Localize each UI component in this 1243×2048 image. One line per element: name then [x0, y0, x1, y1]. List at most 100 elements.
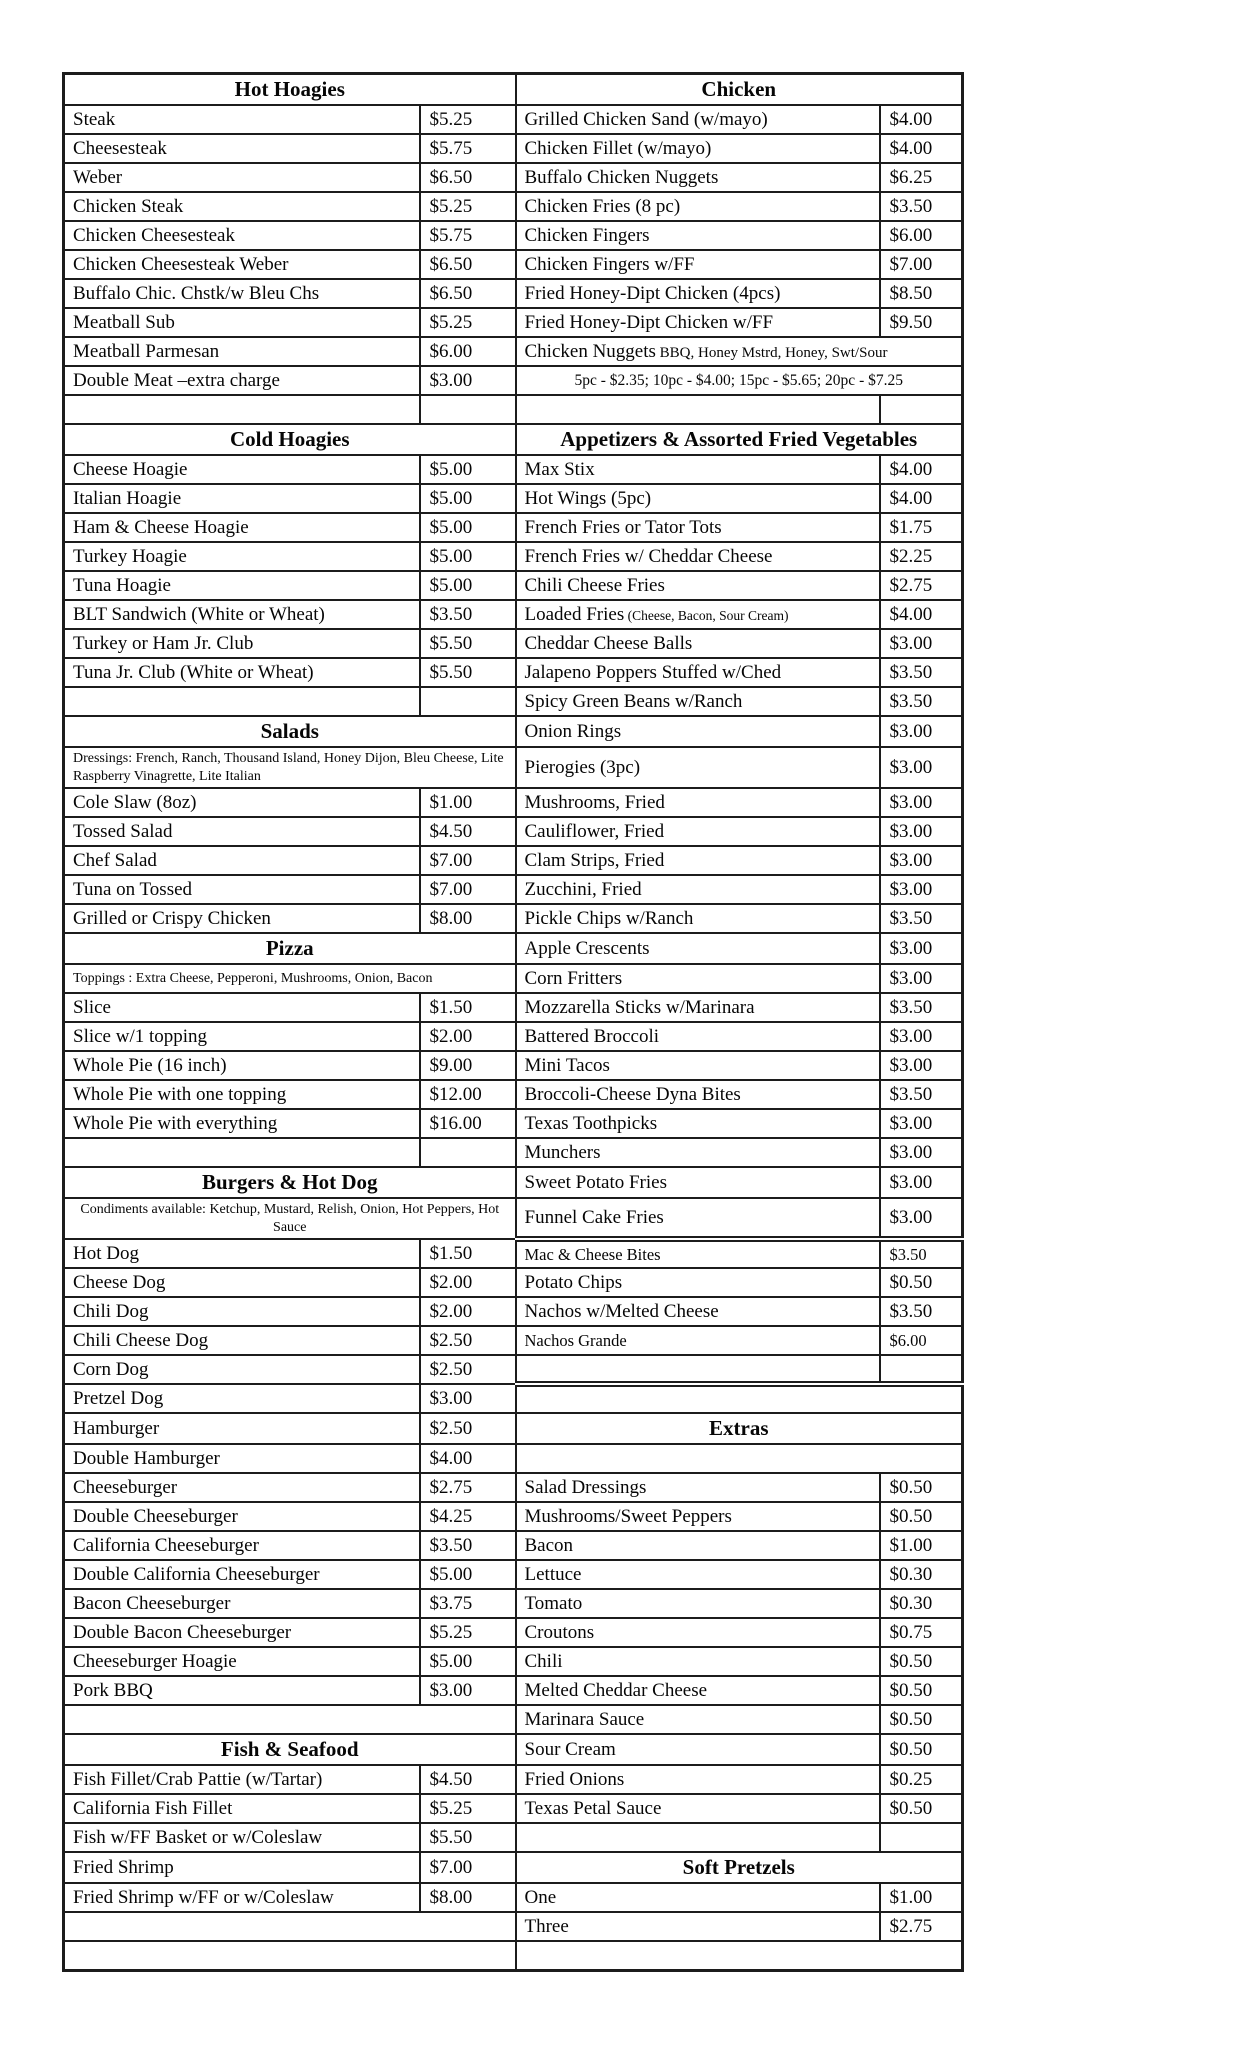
menu-item-price: $2.50 [418, 1354, 517, 1385]
menu-item-price: $3.00 [878, 1050, 964, 1081]
menu-row: Fish w/FF Basket or w/Coleslaw $5.50 [62, 1822, 964, 1853]
menu-item-name: Pierogies (3pc) [514, 746, 881, 789]
menu-item-price: $2.50 [418, 1412, 517, 1445]
blank-cell [514, 1822, 881, 1853]
blank-cell [878, 394, 964, 425]
menu-item-price: $2.00 [418, 1267, 517, 1298]
menu-item-name: Chicken Cheesesteak [62, 220, 421, 251]
menu-item-name: Chicken Nuggets [524, 340, 656, 362]
menu-item-name: One [514, 1882, 881, 1913]
menu-item-price: $1.50 [418, 992, 517, 1023]
menu-item-name: Tomato [514, 1588, 881, 1619]
menu-item-name: Sweet Potato Fries [514, 1166, 881, 1199]
menu-item-price: $3.00 [878, 816, 964, 847]
menu-row [62, 1940, 964, 1971]
menu-item-name: Grilled Chicken Sand (w/mayo) [514, 104, 881, 135]
menu-row: Fish Fillet/Crab Pattie (w/Tartar) $4.50 F… [62, 1764, 964, 1795]
menu-item-price: $4.25 [418, 1501, 517, 1532]
menu-item-name: Fish Fillet/Crab Pattie (w/Tartar) [62, 1764, 421, 1795]
menu-item-name: Chicken Fries (8 pc) [514, 191, 881, 222]
menu-row: Turkey or Ham Jr. Club $5.50 Cheddar Chees… [62, 628, 964, 659]
menu-item-price: $6.50 [418, 278, 517, 309]
menu-item-name: Croutons [514, 1617, 881, 1648]
menu-row: Toppings : Extra Cheese, Pepperoni, Mush… [62, 963, 964, 994]
menu-item-price: $3.00 [878, 1197, 964, 1240]
menu-row: Three $2.75 [62, 1911, 964, 1942]
menu-item-name: Cheese Dog [62, 1267, 421, 1298]
menu-row: Chef Salad $7.00 Clam Strips, Fried $3.00 [62, 845, 964, 876]
menu-row: Burgers & Hot Dog Sweet Potato Fries $3.00 [62, 1166, 964, 1199]
menu-item-price: $0.30 [878, 1588, 964, 1619]
menu-item-price: $3.00 [878, 1108, 964, 1139]
menu-item-price: $2.00 [418, 1296, 517, 1327]
menu-item-name: Ham & Cheese Hoagie [62, 512, 421, 543]
menu-item-price: $5.00 [418, 483, 517, 514]
blank-cell [514, 1354, 881, 1385]
menu-item-name: Chicken Cheesesteak Weber [62, 249, 421, 280]
menu-item-name: Cheese Hoagie [62, 454, 421, 485]
menu-item-name: French Fries w/ Cheddar Cheese [514, 541, 881, 572]
menu-item-price: $1.00 [878, 1530, 964, 1561]
menu-item-price: $2.25 [878, 541, 964, 572]
menu-row: Marinara Sauce $0.50 [62, 1704, 964, 1735]
menu-item-price: $3.00 [878, 932, 964, 965]
menu-item-name: Chili Cheese Dog [62, 1325, 421, 1356]
menu-item-name: Texas Petal Sauce [514, 1793, 881, 1824]
menu-item-name: Three [514, 1911, 881, 1942]
menu-item-span: Chicken Nuggets BBQ, Honey Mstrd, Honey,… [514, 336, 964, 367]
blank-cell [514, 1443, 964, 1474]
menu-item-name: Tuna Jr. Club (White or Wheat) [62, 657, 421, 688]
menu-item-name: Steak [62, 104, 421, 135]
menu-item-name: Fish w/FF Basket or w/Coleslaw [62, 1822, 421, 1853]
menu-item-price: $6.50 [418, 249, 517, 280]
menu-item-name: Italian Hoagie [62, 483, 421, 514]
menu-item-name: Chili Dog [62, 1296, 421, 1327]
menu-item-name: Battered Broccoli [514, 1021, 881, 1052]
menu-item-name: Corn Fritters [514, 963, 881, 994]
menu-item-price: $1.50 [418, 1238, 517, 1269]
menu-row: Ham & Cheese Hoagie $5.00 French Fries or … [62, 512, 964, 543]
menu-item-price: $6.00 [878, 220, 964, 251]
menu-item-name: Loaded Fries (Cheese, Bacon, Sour Cream) [514, 599, 881, 630]
menu-item-name: Buffalo Chic. Chstk/w Bleu Chs [62, 278, 421, 309]
menu-row: Tuna Jr. Club (White or Wheat) $5.50 Jalap… [62, 657, 964, 688]
menu-item-price: $5.25 [418, 191, 517, 222]
menu-item-price: $4.00 [878, 483, 964, 514]
menu-row: Italian Hoagie $5.00 Hot Wings (5pc) $4.00 [62, 483, 964, 514]
menu-row: Tuna Hoagie $5.00 Chili Cheese Fries $2.75 [62, 570, 964, 601]
menu-item-name: Double Hamburger [62, 1443, 421, 1474]
menu-item-price: $3.00 [878, 787, 964, 818]
menu-item-name: Bacon [514, 1530, 881, 1561]
menu-item-price: $4.00 [878, 599, 964, 630]
section-header: Soft Pretzels [514, 1851, 964, 1884]
menu-item-price: $4.00 [418, 1443, 517, 1474]
menu-row: Dressings: French, Ranch, Thousand Islan… [62, 746, 964, 789]
menu-item-price: $2.75 [878, 1911, 964, 1942]
blank-cell [514, 1381, 964, 1414]
menu-item-name: Fried Honey-Dipt Chicken w/FF [514, 307, 881, 338]
menu-item-price: $0.50 [878, 1793, 964, 1824]
menu-item-price: $0.75 [878, 1617, 964, 1648]
blank-cell [418, 394, 517, 425]
menu-item-name: Whole Pie with one topping [62, 1079, 421, 1110]
menu-item-price: $3.00 [878, 746, 964, 789]
blank-cell [62, 686, 421, 717]
blank-cell [514, 394, 881, 425]
menu-item-name: Fried Honey-Dipt Chicken (4pcs) [514, 278, 881, 309]
menu-item-price: $3.50 [878, 657, 964, 688]
menu-item-name: Fried Shrimp [62, 1851, 421, 1884]
menu-item-name: Jalapeno Poppers Stuffed w/Ched [514, 657, 881, 688]
menu-row: Whole Pie with one topping $12.00 Broccoli… [62, 1079, 964, 1110]
menu-item-price: $4.00 [878, 133, 964, 164]
menu-item-name: Whole Pie with everything [62, 1108, 421, 1139]
menu-item-name: Munchers [514, 1137, 881, 1168]
menu-item-price: $4.50 [418, 816, 517, 847]
menu-item-price: $5.00 [418, 541, 517, 572]
menu-item-name: Meatball Parmesan [62, 336, 421, 367]
menu-row: Hot Hoagies Chicken [62, 72, 964, 106]
menu-item-price: $3.00 [418, 1383, 517, 1414]
menu-item-detail: (Cheese, Bacon, Sour Cream) [624, 607, 789, 623]
menu-item-name: Grilled or Crispy Chicken [62, 903, 421, 934]
menu-item-name: Cheesesteak [62, 133, 421, 164]
menu-item-name: Potato Chips [514, 1267, 881, 1298]
